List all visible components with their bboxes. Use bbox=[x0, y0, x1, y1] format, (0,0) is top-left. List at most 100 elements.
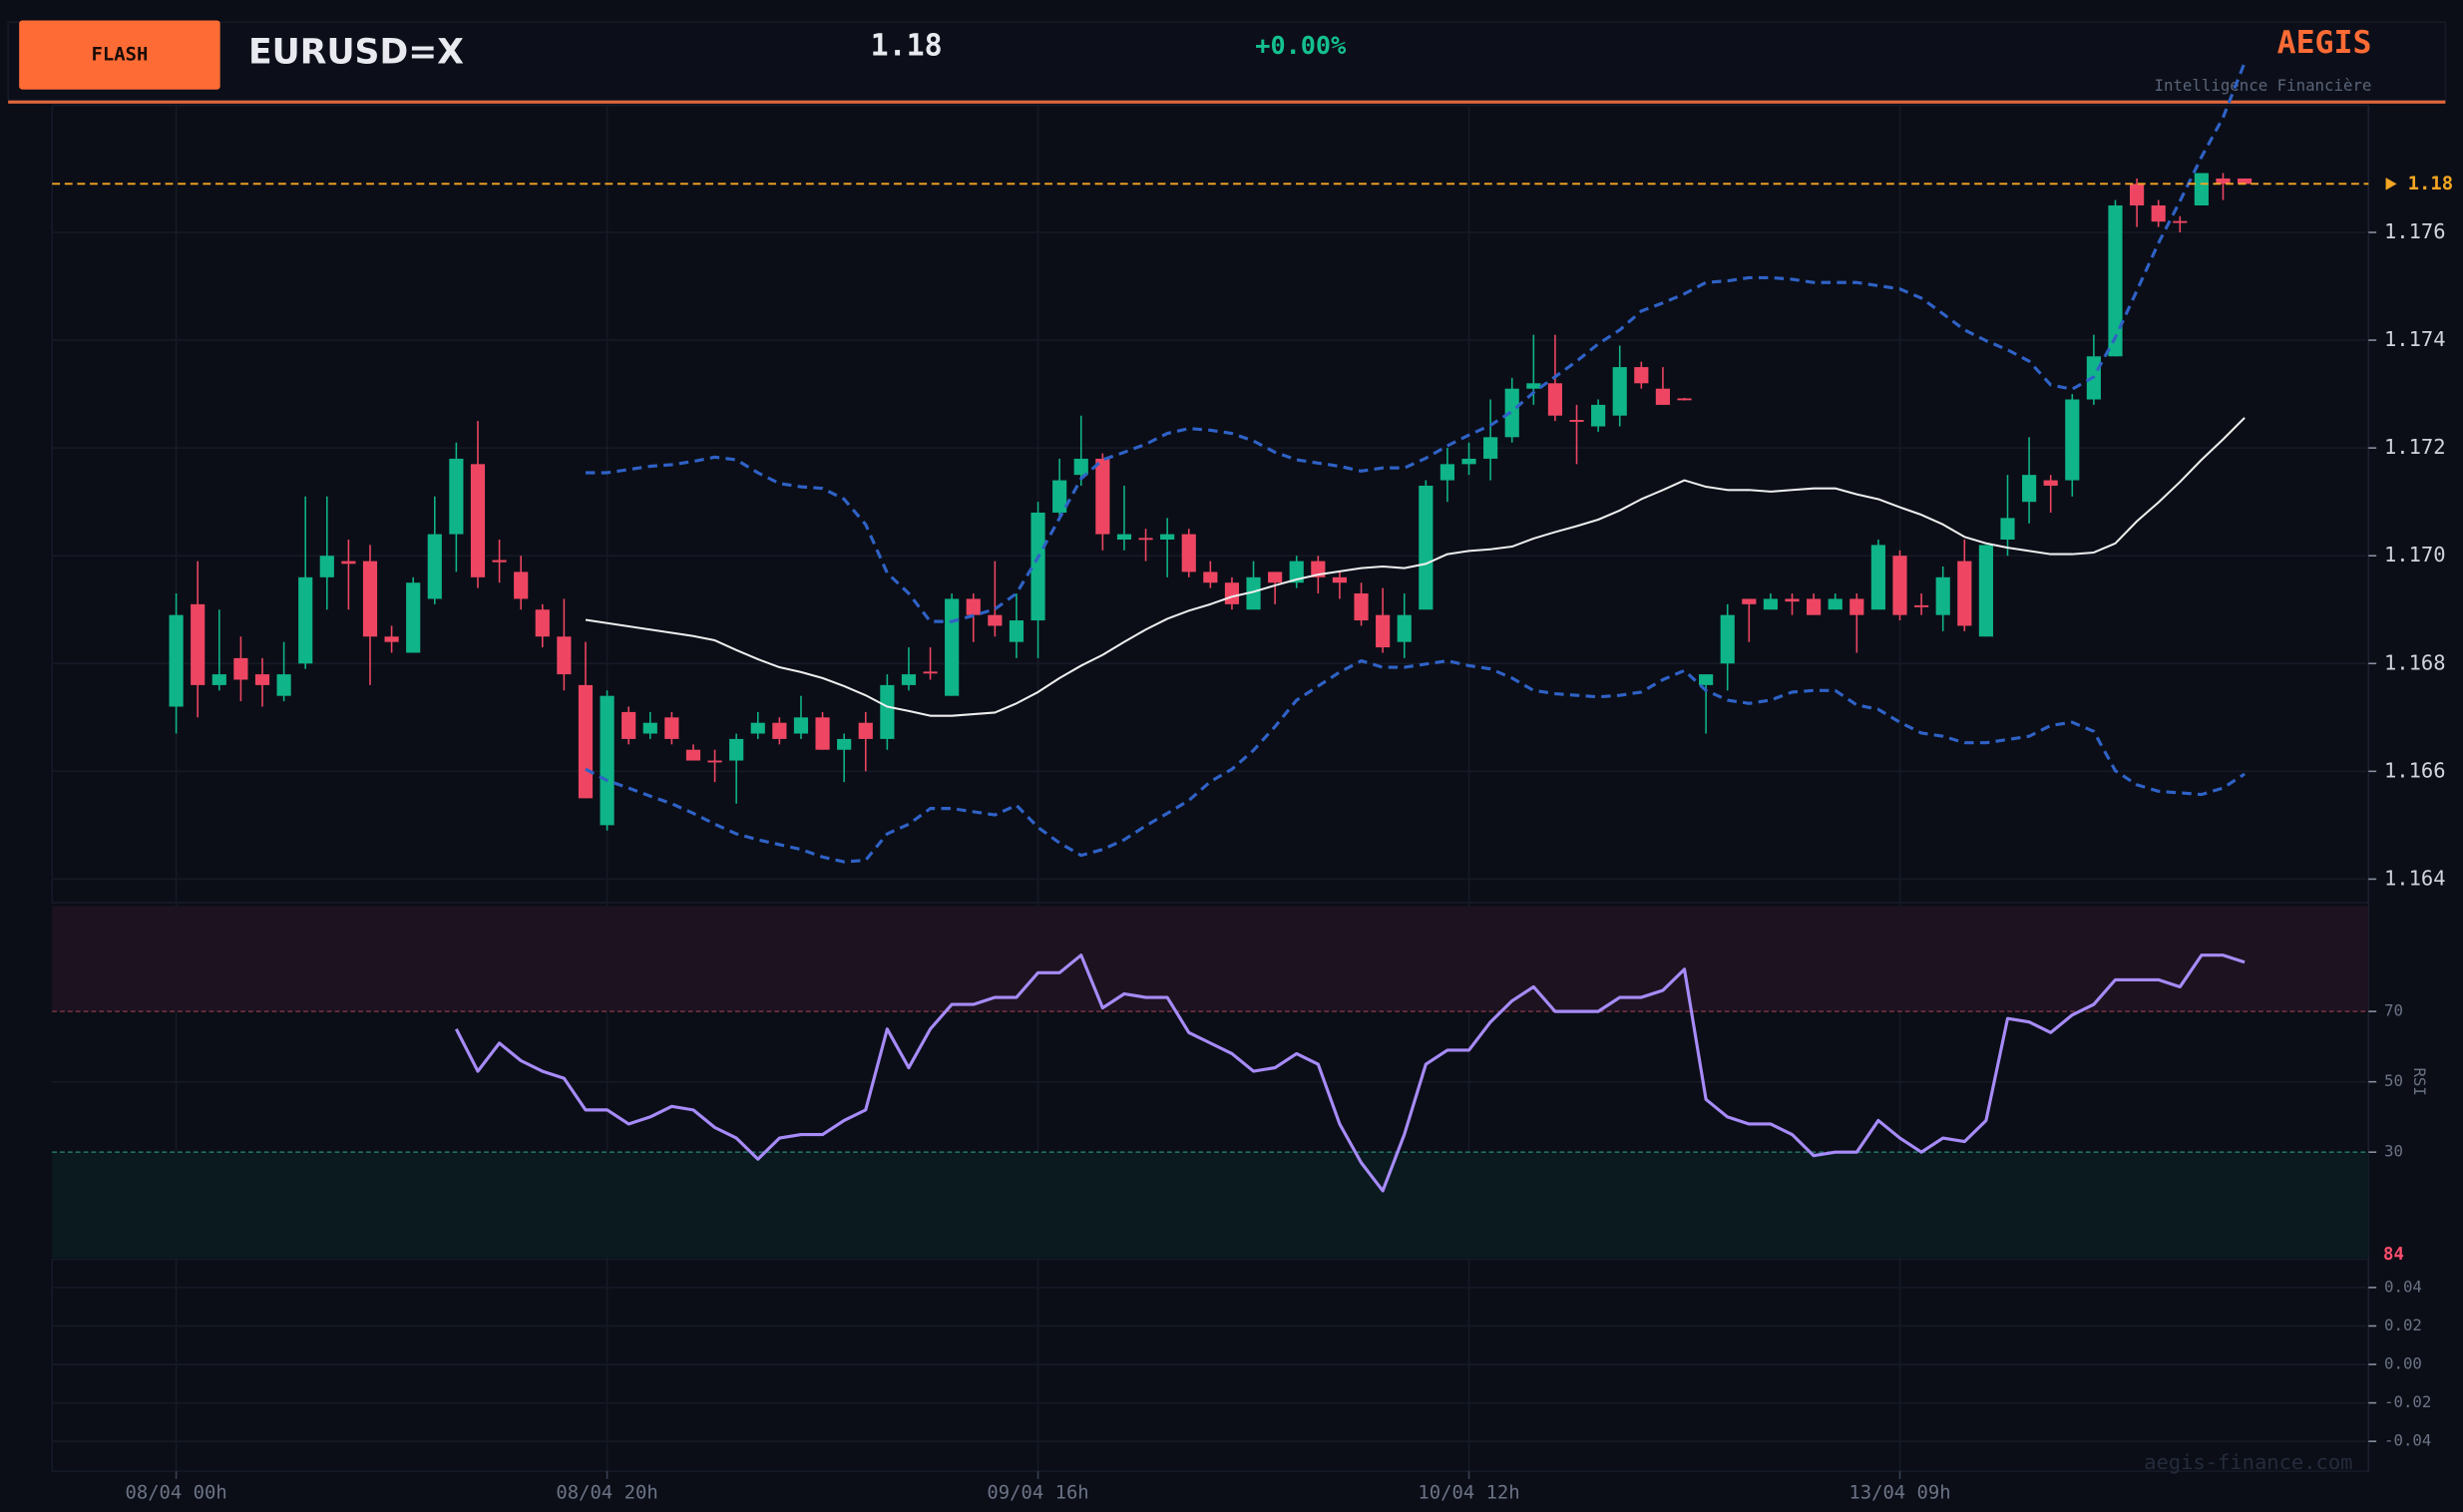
flash-button[interactable]: FLASH bbox=[19, 20, 220, 90]
y-tick-label: 1.164 bbox=[2384, 866, 2446, 890]
candle-body bbox=[1030, 512, 1045, 621]
last-value-label: 84 bbox=[2383, 1245, 2404, 1265]
candle-body bbox=[1914, 604, 1929, 607]
candle-body bbox=[341, 561, 356, 565]
y-axis-title: RSI bbox=[2410, 1067, 2429, 1095]
candle-body bbox=[514, 571, 529, 599]
candle-body bbox=[1591, 404, 1606, 427]
y-tick-label: 1.168 bbox=[2384, 650, 2446, 674]
change: +0.00% bbox=[1255, 31, 1346, 60]
candle-body bbox=[1699, 674, 1714, 685]
candle-body bbox=[1289, 561, 1304, 583]
candle-body bbox=[1526, 383, 1541, 389]
candle-body bbox=[1483, 437, 1498, 459]
y-tick-label: -0.04 bbox=[2384, 1431, 2431, 1450]
candle-body bbox=[685, 749, 701, 761]
x-tick-label: 13/04 09h bbox=[1848, 1482, 1950, 1504]
candle-body bbox=[362, 561, 378, 637]
candle-body bbox=[1849, 598, 1864, 615]
candle-body bbox=[621, 711, 636, 739]
candle-body bbox=[1181, 534, 1196, 572]
candle-body bbox=[858, 722, 873, 739]
overbought-zone bbox=[52, 906, 2369, 1012]
candle-body bbox=[233, 657, 248, 680]
candle-body bbox=[1052, 480, 1067, 513]
candle-body bbox=[535, 609, 550, 637]
candle-body bbox=[1720, 614, 1735, 664]
y-tick-label: 0.04 bbox=[2384, 1277, 2422, 1296]
candle-body bbox=[1677, 398, 1692, 401]
header-bar bbox=[7, 21, 2447, 102]
candle-body bbox=[254, 674, 270, 685]
flash-button-label[interactable]: FLASH bbox=[92, 44, 149, 66]
candle-body bbox=[901, 674, 917, 685]
candle-body bbox=[276, 674, 291, 696]
candle-body bbox=[1957, 561, 1972, 626]
y-tick-label: 30 bbox=[2384, 1142, 2403, 1161]
candle-body bbox=[1828, 598, 1843, 610]
last-price-marker bbox=[2385, 178, 2397, 190]
candle-body bbox=[211, 674, 226, 685]
oversold-zone bbox=[52, 1152, 2369, 1258]
candle-body bbox=[1073, 458, 1088, 476]
candle-body bbox=[427, 534, 442, 599]
candle-body bbox=[729, 738, 744, 761]
candle-body bbox=[1978, 545, 1993, 637]
candle-body bbox=[923, 671, 938, 674]
candle-body bbox=[837, 738, 852, 750]
candle-body bbox=[1376, 614, 1391, 648]
y-tick-label: 1.170 bbox=[2384, 543, 2446, 567]
candle-body bbox=[191, 603, 205, 685]
candle-body bbox=[1138, 538, 1153, 541]
last-price-label: 1.18 bbox=[2408, 173, 2453, 194]
candle-body bbox=[406, 582, 421, 653]
candle-body bbox=[2194, 173, 2209, 205]
candle-body bbox=[1461, 458, 1476, 465]
x-tick-label: 08/04 00h bbox=[125, 1482, 226, 1504]
candle-body bbox=[793, 717, 809, 734]
candle-body bbox=[1504, 388, 1519, 438]
candle-body bbox=[750, 722, 765, 734]
candle-body bbox=[1332, 576, 1348, 583]
x-tick-label: 09/04 16h bbox=[987, 1482, 1088, 1504]
candle-body bbox=[2216, 178, 2231, 185]
candle-body bbox=[1807, 598, 1822, 615]
price: 1.18 bbox=[871, 29, 943, 64]
band-line bbox=[585, 417, 2246, 717]
candle-body bbox=[492, 560, 507, 563]
candle-body bbox=[2173, 220, 2188, 223]
candle-body bbox=[1224, 582, 1240, 604]
candle-body bbox=[945, 598, 960, 696]
candle-body bbox=[2151, 204, 2166, 222]
flash-button-bg[interactable] bbox=[19, 20, 220, 90]
candle-body bbox=[1870, 545, 1885, 610]
candle-body bbox=[988, 614, 1003, 626]
candle-body bbox=[470, 464, 486, 577]
candle-body bbox=[2237, 178, 2253, 185]
candle-body bbox=[1892, 556, 1907, 615]
candle-body bbox=[1203, 571, 1218, 583]
band-line bbox=[585, 62, 2247, 623]
candle-body bbox=[557, 636, 572, 675]
symbol: EURUSD=X bbox=[248, 33, 464, 73]
candle-body bbox=[449, 458, 464, 535]
candle-body bbox=[2130, 184, 2145, 205]
y-tick-label: -0.02 bbox=[2384, 1392, 2431, 1411]
candle-body bbox=[2108, 204, 2123, 357]
y-tick-label: 50 bbox=[2384, 1071, 2403, 1090]
candle-body bbox=[642, 722, 657, 734]
candle-body bbox=[1439, 464, 1455, 481]
brand: AEGIS bbox=[2277, 25, 2372, 61]
candle-body bbox=[169, 614, 184, 707]
candle-body bbox=[1354, 593, 1369, 621]
candle-body bbox=[1655, 388, 1670, 405]
candle-body bbox=[880, 684, 895, 739]
y-tick-label: 1.176 bbox=[2384, 219, 2446, 243]
x-tick-label: 08/04 20h bbox=[556, 1482, 657, 1504]
candle-body bbox=[1634, 367, 1649, 384]
candle-body bbox=[1612, 367, 1627, 416]
x-tick-label: 10/04 12h bbox=[1418, 1482, 1519, 1504]
candle-body bbox=[1160, 534, 1175, 540]
candle-body bbox=[815, 717, 830, 750]
